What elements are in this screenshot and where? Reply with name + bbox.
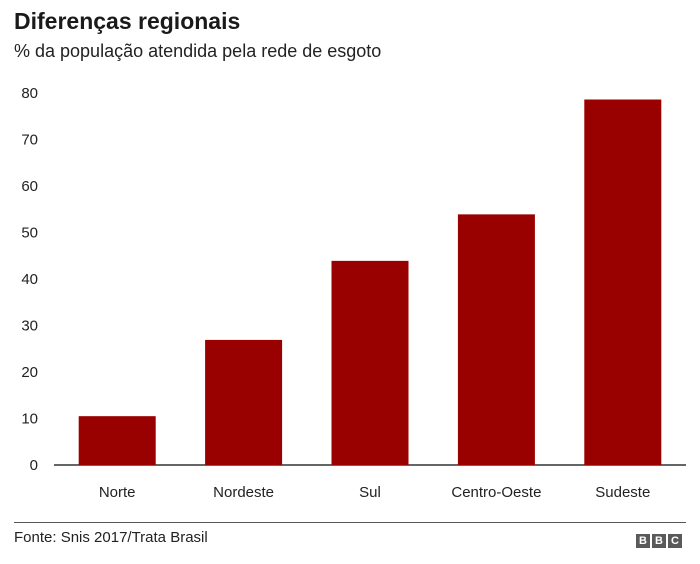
chart-title: Diferenças regionais [14,8,241,34]
y-tick-label: 30 [21,318,38,335]
bar-centro-oeste [457,214,535,465]
x-tick-label: Sudeste [595,484,650,501]
x-tick-label: Sul [359,484,381,501]
bar-chart: 0 10 20 30 40 50 60 70 80 Norte Nordeste Sul Centro… [21,85,686,501]
y-tick-label: 0 [30,457,38,474]
bars [78,99,662,465]
chart-subtitle: % da população atendida pela rede de esg… [14,41,382,61]
bar-sudeste [584,99,662,465]
y-axis-ticks: 0 10 20 30 40 50 60 70 80 [21,85,38,474]
y-tick-label: 80 [21,85,38,102]
bar-norte [78,416,156,465]
x-tick-label: Nordeste [213,484,274,501]
x-tick-label: Norte [99,484,136,501]
y-tick-label: 20 [21,364,38,381]
y-tick-label: 40 [21,271,38,288]
bar-nordeste [205,339,283,465]
y-tick-label: 10 [21,411,38,428]
logo-letter: B [652,534,666,548]
logo-letter: C [668,534,682,548]
x-axis-labels: Norte Nordeste Sul Centro-Oeste Sudeste [99,484,650,501]
bar-sul [331,260,409,465]
bbc-logo: B B C [636,534,682,548]
y-tick-label: 60 [21,178,38,195]
x-tick-label: Centro-Oeste [451,484,541,501]
logo-letter: B [636,534,650,548]
source-note: Fonte: Snis 2017/Trata Brasil [14,529,208,546]
y-tick-label: 70 [21,132,38,149]
footer-divider [14,522,686,523]
y-tick-label: 50 [21,225,38,242]
